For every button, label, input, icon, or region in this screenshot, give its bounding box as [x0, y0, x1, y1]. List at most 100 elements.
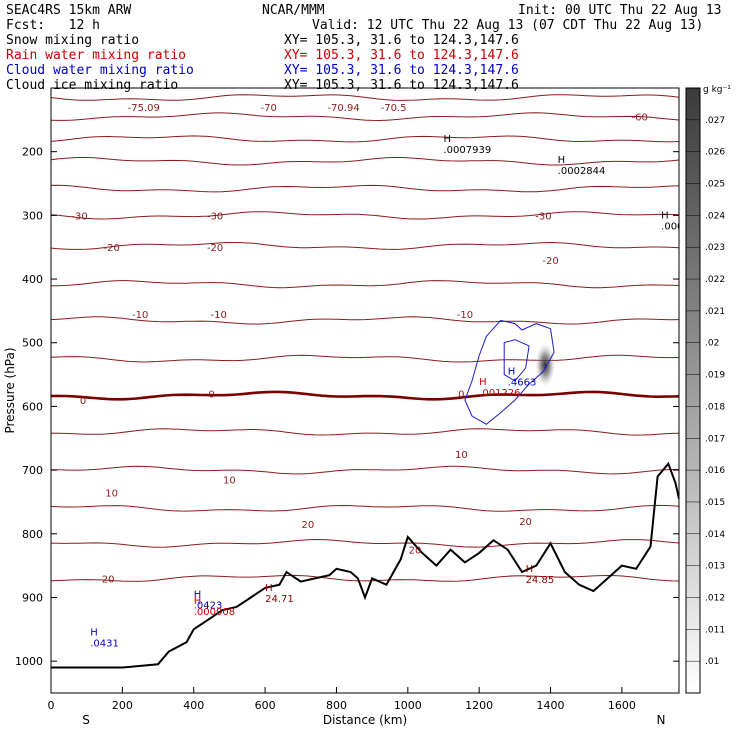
y-tick-label: 600 [22, 400, 43, 413]
colorbar-bar [685, 87, 701, 694]
temperature-contour-line [51, 428, 679, 436]
cloud-water-contour [464, 319, 555, 425]
colorbar-tick-label: .018 [705, 402, 725, 412]
colorbar-tick-label: .021 [705, 307, 725, 317]
x-tick-label: 800 [326, 699, 347, 712]
contour-label: -10 [211, 310, 227, 321]
valid-time: Valid: 12 UTC Thu 22 Aug 13 (07 CDT Thu … [312, 18, 704, 33]
org-name: NCAR/MMM [262, 3, 325, 18]
contour-label: -70.5 [381, 103, 407, 114]
extremum-h-mark: H [479, 377, 487, 388]
extremum-value: 24.85 [526, 575, 555, 586]
contour-label: -70 [260, 103, 276, 114]
extremum-value: .4663 [508, 378, 537, 389]
contour-label: 10 [105, 488, 118, 499]
field-cloud-water-name: Cloud water mixing ratio [6, 63, 194, 78]
field-rain-xy: XY= 105.3, 31.6 to 124.3,147.6 [284, 48, 519, 63]
contour-label: 20 [519, 517, 532, 528]
extremum-h-mark: H [265, 583, 273, 594]
contour-label: -20 [207, 243, 223, 254]
temperature-contour-line [51, 465, 679, 475]
x-tick-label: 200 [112, 699, 133, 712]
temperature-contour-line [51, 316, 679, 325]
contour-label: -10 [132, 310, 148, 321]
contour-label: 20 [102, 574, 115, 585]
field-cloud-ice-xy: XY= 105.3, 31.6 to 124.3,147.6 [284, 78, 519, 93]
temperature-contour-line [51, 112, 679, 122]
contour-label: 0 [458, 390, 464, 401]
colorbar-tick-label: .027 [705, 116, 725, 126]
y-tick-label: 200 [22, 146, 43, 159]
extremum-value: .0007939 [444, 145, 492, 156]
colorbar-tick-label: .016 [705, 466, 725, 476]
temperature-contour-line [51, 538, 679, 548]
temperature-contour-line [51, 94, 679, 101]
forecast-hour: Fcst: 12 h [6, 18, 100, 33]
extremum-h-mark: H [508, 367, 516, 378]
x-tick-label: 400 [183, 699, 204, 712]
contour-label: -30 [535, 211, 551, 222]
y-tick-label: 400 [22, 273, 43, 286]
extremum-value: .0423 [194, 600, 223, 611]
colorbar-tick-label: .012 [705, 593, 725, 603]
field-snow-xy: XY= 105.3, 31.6 to 124.3,147.6 [284, 33, 519, 48]
temperature-contour-line [51, 504, 679, 512]
colorbar-tick-label: .017 [705, 434, 725, 444]
temperature-contour-line [51, 157, 679, 166]
y-tick-label: 300 [22, 209, 43, 222]
contour-label: -70.94 [327, 103, 359, 114]
field-cloud-water-xy: XY= 105.3, 31.6 to 124.3,147.6 [284, 63, 519, 78]
extremum-value: .0431 [90, 639, 119, 650]
init-time: Init: 00 UTC Thu 22 Aug 13 [518, 3, 722, 18]
extremum-h-mark: H [90, 628, 98, 639]
extremum-value: .000008 [194, 607, 235, 618]
contour-label: -30 [207, 211, 223, 222]
colorbar-tick-label: .022 [705, 275, 725, 285]
cloud-water-contour [503, 339, 530, 382]
colorbar-tick-label: .01 [705, 657, 719, 667]
contour-label: 20 [302, 520, 315, 531]
contour-label: 10 [455, 450, 468, 461]
x-tick-label: 1600 [608, 699, 636, 712]
temperature-contour-line [51, 390, 679, 401]
x-tick-label: 1000 [394, 699, 422, 712]
field-snow-name: Snow mixing ratio [6, 33, 140, 48]
x-tick-label: 1200 [465, 699, 493, 712]
colorbar-tick-label: .026 [705, 148, 725, 158]
temperature-contour-line [51, 280, 679, 289]
x-end-label-south: S [82, 713, 90, 727]
colorbar-tick-label: .023 [705, 243, 725, 253]
x-axis-label: Distance (km) [323, 713, 407, 727]
temperature-contour-line [51, 135, 679, 143]
y-tick-label: 900 [22, 591, 43, 604]
x-tick-label: 1400 [537, 699, 565, 712]
colorbar-tick-label: .025 [705, 180, 725, 190]
x-tick-label: 0 [48, 699, 55, 712]
contour-label: -30 [71, 211, 87, 222]
field-cloud-ice-name: Cloud ice mixing ratio [6, 78, 179, 93]
y-axis-label: Pressure (hPa) [3, 347, 17, 433]
extremum-h-mark: H [194, 596, 202, 607]
contour-label: -60 [632, 113, 648, 124]
terrain-line [51, 461, 679, 669]
contour-label: -10 [457, 310, 473, 321]
colorbar-tick-label: .024 [705, 211, 725, 221]
extremum-h-mark: H [526, 564, 534, 575]
temperature-contour-line [51, 354, 679, 363]
extremum-h-mark: H [558, 155, 566, 166]
contour-label: 0 [208, 390, 214, 401]
colorbar-tick-label: .02 [705, 339, 719, 349]
x-tick-label: 600 [255, 699, 276, 712]
y-tick-label: 800 [22, 528, 43, 541]
y-tick-label: 700 [22, 464, 43, 477]
contour-label: 0 [80, 396, 86, 407]
temperature-contour-line [51, 184, 679, 193]
extremum-h-mark: H [444, 134, 452, 145]
contour-label: 10 [223, 476, 236, 487]
colorbar-tick-label: .014 [705, 530, 725, 540]
y-tick-label: 500 [22, 337, 43, 350]
extremum-value: .000151 [661, 222, 702, 233]
contour-label: -20 [542, 256, 558, 267]
x-end-label-north: N [657, 713, 666, 727]
